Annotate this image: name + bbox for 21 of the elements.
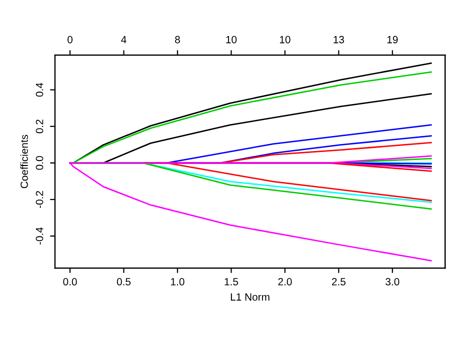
y-tick-label: 0.0 — [36, 156, 44, 170]
x-tick-label: 2.5 — [332, 278, 346, 286]
text: 4 — [121, 36, 126, 44]
text: 8 — [175, 36, 180, 44]
y-axis-title: Coefficients — [20, 134, 28, 188]
x-tick-label: 0.0 — [63, 278, 77, 286]
text: 10 — [226, 36, 237, 44]
y-tick-label: -0.2 — [36, 191, 44, 208]
x-axis-title: L1 Norm — [230, 293, 270, 301]
x-tick-label: 1.0 — [171, 278, 184, 286]
y-tick-label: 0.4 — [36, 82, 44, 97]
text: 0 — [68, 36, 73, 44]
text: 19 — [387, 36, 398, 44]
x-tick-label: 2.0 — [278, 278, 292, 286]
x-tick-label: 0.5 — [116, 278, 131, 286]
x-tick-label: 3.0 — [386, 278, 400, 286]
x-tick-label: 1.5 — [224, 278, 238, 286]
text: 13 — [334, 36, 344, 44]
text: 10 — [280, 36, 290, 44]
y-tick-label: -0.4 — [36, 227, 44, 245]
y-tick-label: 0.2 — [36, 120, 44, 134]
